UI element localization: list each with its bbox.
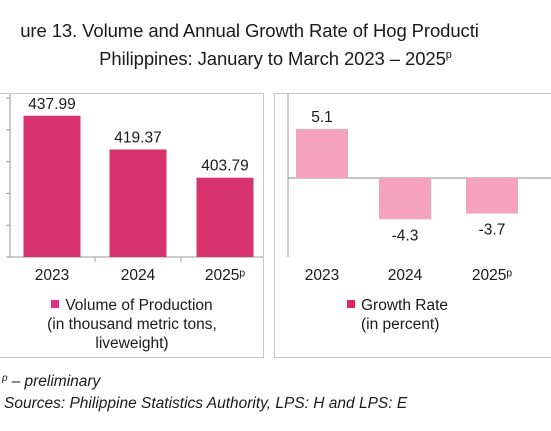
growth-category-label: 2023 xyxy=(305,267,339,284)
growth-legend-line-2: (in percent) xyxy=(361,316,440,333)
volume-category-label: 2025ᵖ xyxy=(205,267,245,284)
growth-bar-chart: 5.1 2023 -4.3 2024 -3.7 2025ᵖ xyxy=(287,94,551,284)
growth-legend-swatch xyxy=(347,300,355,308)
growth-bar xyxy=(296,129,348,178)
growth-chart-panel: 5.1 2023 -4.3 2024 -3.7 2025ᵖ Growth Rate (in… xyxy=(274,93,551,358)
chart-title-line-2: Philippines: January to March 2023 – 202… xyxy=(0,48,551,70)
volume-legend: Volume of Production (in thousand metric… xyxy=(17,296,247,353)
volume-legend-line-1: Volume of Production xyxy=(65,297,213,314)
chart-title-line-1: ure 13. Volume and Annual Growth Rate of… xyxy=(20,20,479,41)
volume-data-label: 419.37 xyxy=(114,129,161,146)
sources-note: Sources: Philippine Statistics Authority… xyxy=(4,395,408,412)
volume-legend-line-3: liveweight) xyxy=(95,335,169,352)
growth-data-label: -3.7 xyxy=(479,222,506,239)
preliminary-note-text: – preliminary xyxy=(11,373,101,390)
growth-data-label: -4.3 xyxy=(392,227,419,244)
volume-legend-line-2: (in thousand metric tons, xyxy=(47,316,217,333)
volume-chart-panel: 437.99 2023 419.37 2024 403.79 2025ᵖ Volume o… xyxy=(0,93,264,358)
chart-title-text: Philippines: January to March 2023 – 202… xyxy=(99,48,446,69)
chart-title-superscript: p xyxy=(445,48,452,61)
growth-category-label: 2024 xyxy=(388,267,423,284)
growth-bar xyxy=(379,178,431,220)
volume-category-label: 2024 xyxy=(121,267,156,284)
volume-data-label: 437.99 xyxy=(28,96,75,113)
volume-data-label: 403.79 xyxy=(201,158,248,175)
volume-bar-chart: 437.99 2023 419.37 2024 403.79 2025ᵖ xyxy=(6,94,263,284)
preliminary-note: p – preliminary xyxy=(2,373,101,391)
growth-category-label: 2025ᵖ xyxy=(472,267,512,284)
growth-legend-line-1: Growth Rate xyxy=(361,297,449,314)
growth-data-label: 5.1 xyxy=(311,109,333,126)
preliminary-note-sup: p xyxy=(2,373,8,384)
volume-legend-swatch xyxy=(51,300,60,308)
volume-category-label: 2023 xyxy=(35,267,69,284)
volume-bar xyxy=(109,149,167,257)
growth-legend: Growth Rate (in percent) xyxy=(347,296,448,334)
volume-bar xyxy=(196,177,254,257)
volume-bar xyxy=(23,115,81,258)
growth-bar xyxy=(466,178,518,214)
